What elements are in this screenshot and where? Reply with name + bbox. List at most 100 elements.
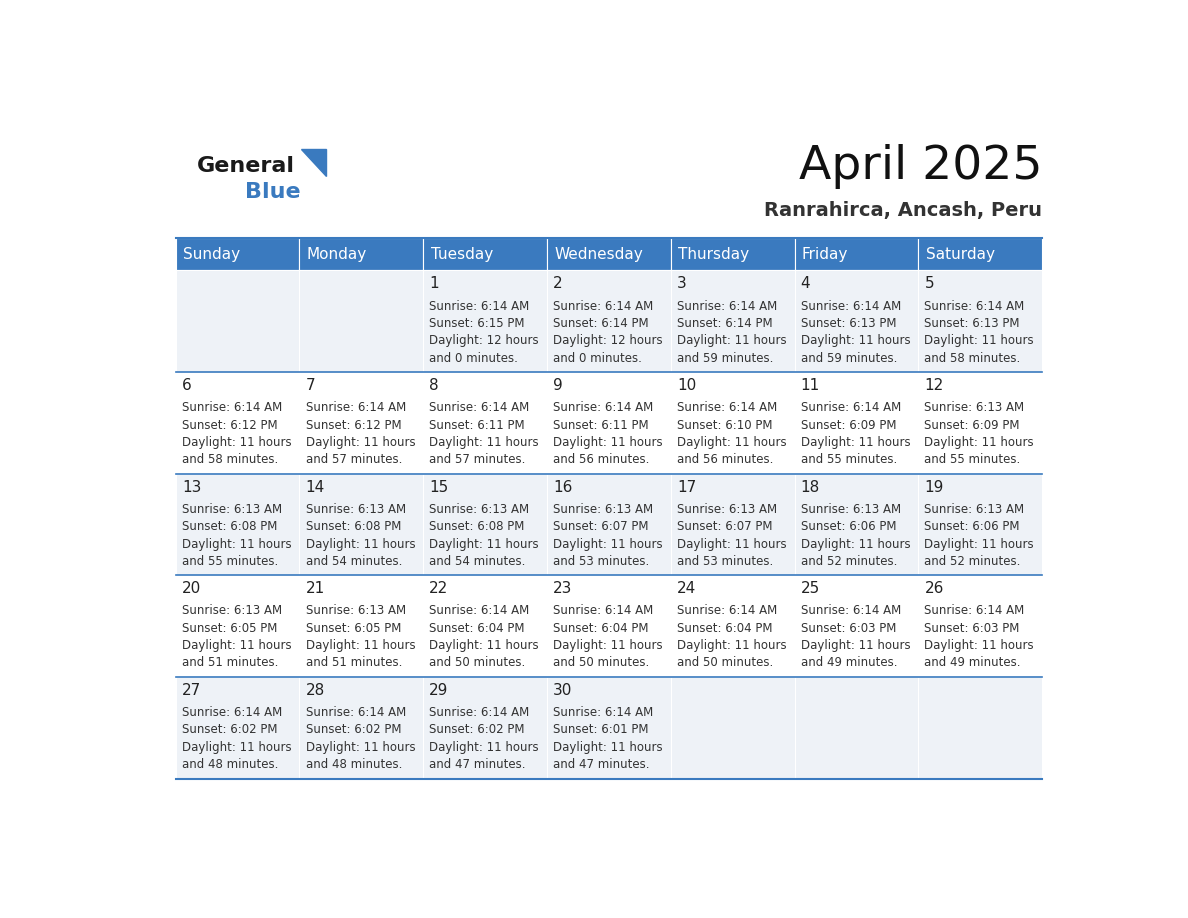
Text: Sunset: 6:04 PM: Sunset: 6:04 PM [554,621,649,635]
Text: Sunrise: 6:14 AM: Sunrise: 6:14 AM [554,299,653,313]
FancyBboxPatch shape [918,372,1042,474]
Text: Sunrise: 6:14 AM: Sunrise: 6:14 AM [801,299,901,313]
Text: and 49 minutes.: and 49 minutes. [924,656,1020,669]
Text: Sunrise: 6:14 AM: Sunrise: 6:14 AM [554,604,653,618]
Text: Daylight: 11 hours: Daylight: 11 hours [801,639,910,652]
Text: 3: 3 [677,276,687,292]
Text: Sunrise: 6:14 AM: Sunrise: 6:14 AM [924,299,1025,313]
Text: and 59 minutes.: and 59 minutes. [677,352,773,364]
Text: Sunrise: 6:14 AM: Sunrise: 6:14 AM [554,706,653,719]
Text: and 50 minutes.: and 50 minutes. [429,656,525,669]
Text: and 51 minutes.: and 51 minutes. [305,656,402,669]
Text: Saturday: Saturday [925,247,994,262]
Text: Sunset: 6:01 PM: Sunset: 6:01 PM [554,723,649,736]
Text: Daylight: 11 hours: Daylight: 11 hours [429,639,539,652]
FancyBboxPatch shape [671,238,795,270]
Text: 6: 6 [182,378,191,393]
Text: Daylight: 11 hours: Daylight: 11 hours [305,538,416,551]
FancyBboxPatch shape [671,576,795,677]
Text: Daylight: 11 hours: Daylight: 11 hours [182,639,291,652]
Text: Sunset: 6:03 PM: Sunset: 6:03 PM [924,621,1019,635]
Text: Sunset: 6:05 PM: Sunset: 6:05 PM [182,621,277,635]
Text: Sunset: 6:02 PM: Sunset: 6:02 PM [429,723,525,736]
FancyBboxPatch shape [546,238,671,270]
Text: 22: 22 [429,581,449,597]
Text: 7: 7 [305,378,315,393]
Text: and 53 minutes.: and 53 minutes. [554,554,650,568]
Polygon shape [302,149,326,176]
Text: 2: 2 [554,276,563,292]
Text: and 59 minutes.: and 59 minutes. [801,352,897,364]
Text: Sunset: 6:12 PM: Sunset: 6:12 PM [305,419,402,431]
Text: and 55 minutes.: and 55 minutes. [924,453,1020,466]
Text: Sunrise: 6:14 AM: Sunrise: 6:14 AM [554,401,653,414]
Text: Sunrise: 6:14 AM: Sunrise: 6:14 AM [801,604,901,618]
Text: Sunrise: 6:14 AM: Sunrise: 6:14 AM [429,299,530,313]
Text: Sunrise: 6:14 AM: Sunrise: 6:14 AM [677,401,777,414]
Text: and 54 minutes.: and 54 minutes. [305,554,402,568]
Text: Daylight: 11 hours: Daylight: 11 hours [305,639,416,652]
Text: 11: 11 [801,378,820,393]
Text: Sunset: 6:02 PM: Sunset: 6:02 PM [305,723,402,736]
FancyBboxPatch shape [795,677,918,778]
Text: Daylight: 11 hours: Daylight: 11 hours [801,436,910,449]
Text: Daylight: 11 hours: Daylight: 11 hours [554,741,663,754]
Text: Sunset: 6:12 PM: Sunset: 6:12 PM [182,419,278,431]
Text: Sunset: 6:07 PM: Sunset: 6:07 PM [554,521,649,533]
FancyBboxPatch shape [918,238,1042,270]
Text: and 47 minutes.: and 47 minutes. [554,758,650,771]
Text: 21: 21 [305,581,324,597]
Text: Daylight: 11 hours: Daylight: 11 hours [924,639,1034,652]
Text: and 56 minutes.: and 56 minutes. [677,453,773,466]
Text: Daylight: 11 hours: Daylight: 11 hours [429,538,539,551]
Text: Daylight: 11 hours: Daylight: 11 hours [182,436,291,449]
Text: Sunrise: 6:14 AM: Sunrise: 6:14 AM [429,604,530,618]
Text: Monday: Monday [307,247,367,262]
Text: Sunset: 6:15 PM: Sunset: 6:15 PM [429,317,525,330]
Text: Friday: Friday [802,247,848,262]
FancyBboxPatch shape [423,238,546,270]
FancyBboxPatch shape [546,372,671,474]
FancyBboxPatch shape [671,270,795,372]
Text: Sunrise: 6:13 AM: Sunrise: 6:13 AM [677,503,777,516]
Text: and 52 minutes.: and 52 minutes. [801,554,897,568]
Text: Daylight: 11 hours: Daylight: 11 hours [182,741,291,754]
Text: and 58 minutes.: and 58 minutes. [924,352,1020,364]
Text: and 58 minutes.: and 58 minutes. [182,453,278,466]
Text: Sunset: 6:08 PM: Sunset: 6:08 PM [429,521,525,533]
Text: 1: 1 [429,276,440,292]
Text: 19: 19 [924,480,943,495]
Text: 13: 13 [182,480,201,495]
Text: and 0 minutes.: and 0 minutes. [554,352,642,364]
Text: Sunrise: 6:13 AM: Sunrise: 6:13 AM [801,503,901,516]
Text: 18: 18 [801,480,820,495]
Text: and 49 minutes.: and 49 minutes. [801,656,897,669]
Text: Sunrise: 6:14 AM: Sunrise: 6:14 AM [182,401,282,414]
Text: Sunrise: 6:13 AM: Sunrise: 6:13 AM [429,503,530,516]
Text: Sunrise: 6:14 AM: Sunrise: 6:14 AM [677,604,777,618]
Text: Sunset: 6:02 PM: Sunset: 6:02 PM [182,723,277,736]
Text: Daylight: 11 hours: Daylight: 11 hours [182,538,291,551]
FancyBboxPatch shape [176,576,299,677]
FancyBboxPatch shape [795,270,918,372]
FancyBboxPatch shape [546,474,671,576]
FancyBboxPatch shape [423,474,546,576]
FancyBboxPatch shape [176,270,299,372]
Text: Daylight: 11 hours: Daylight: 11 hours [305,436,416,449]
FancyBboxPatch shape [795,474,918,576]
Text: Sunset: 6:03 PM: Sunset: 6:03 PM [801,621,896,635]
FancyBboxPatch shape [299,238,423,270]
Text: 30: 30 [554,683,573,698]
FancyBboxPatch shape [423,677,546,778]
Text: and 0 minutes.: and 0 minutes. [429,352,518,364]
Text: Sunset: 6:09 PM: Sunset: 6:09 PM [801,419,896,431]
Text: 5: 5 [924,276,934,292]
FancyBboxPatch shape [176,474,299,576]
Text: Sunset: 6:08 PM: Sunset: 6:08 PM [305,521,402,533]
FancyBboxPatch shape [795,372,918,474]
Text: Sunset: 6:08 PM: Sunset: 6:08 PM [182,521,277,533]
Text: 17: 17 [677,480,696,495]
FancyBboxPatch shape [918,576,1042,677]
Text: 16: 16 [554,480,573,495]
FancyBboxPatch shape [671,474,795,576]
